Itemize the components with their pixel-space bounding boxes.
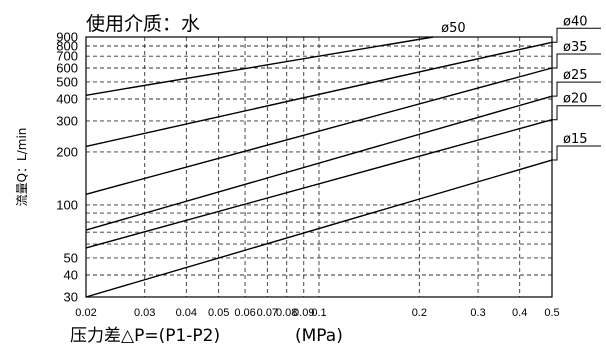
series-line-3 [85,67,553,195]
x-axis-label: 压力差△P=(P1-P2) [70,326,220,346]
series-label-2: ø40 [563,14,588,29]
series-label-leader [552,145,601,161]
y-tick-label: 200 [56,144,78,159]
series-label-4: ø25 [563,68,588,83]
x-tick-label: 0.07 [257,307,278,319]
x-axis-tick-labels: 0.02 0.03 0.04 0.05 0.06 0.070.080.090.1 0.2 0.… [75,307,559,319]
series-line-5 [85,119,553,249]
series-line-1 [85,36,434,96]
x-tick-label: 0.05 [208,307,229,319]
grid-lines [86,37,552,297]
series-label-leader [552,53,601,69]
x-tick-label: 0.03 [134,307,155,319]
x-tick-label: 0.02 [75,307,96,319]
x-tick-label: 0.09 [293,307,314,319]
y-tick-label: 500 [56,74,78,89]
x-tick-label: 0.08 [276,307,297,319]
series-label-leader [552,105,601,121]
y-axis-label: 流量Q：L/min [15,128,29,207]
x-tick-label: 0.4 [512,307,527,319]
y-tick-label: 30 [64,290,78,305]
y-tick-label: 600 [56,60,78,75]
x-axis-unit: (MPa) [295,326,343,346]
y-tick-label: 300 [56,113,78,128]
plot-frame [85,36,553,298]
y-tick-label: 800 [56,39,78,54]
chart-title: 使用介质：水 [86,13,200,35]
series-label-3: ø35 [563,40,588,55]
series-labels: ø50 ø40 ø35 ø25 ø20 ø15 [441,14,601,161]
x-tick-label: 0.3 [470,307,485,319]
x-tick-label: 0.2 [412,307,427,319]
series-label-5: ø20 [563,92,588,107]
series-label-6: ø15 [563,132,588,147]
series-label-leader [552,27,601,43]
y-tick-label: 50 [64,250,78,265]
series-line-2 [85,41,553,148]
x-tick-label: 0.5 [544,307,559,319]
x-tick-label: 0.06 [234,307,255,319]
y-tick-label: 700 [56,49,78,64]
series-line-6 [85,159,553,298]
series-label-leader [552,81,601,97]
y-tick-label: 400 [56,91,78,106]
series-lines [85,36,553,298]
series-line-4 [85,95,553,231]
y-tick-label: 900 [56,30,78,45]
y-tick-label: 40 [64,268,78,283]
x-tick-label: 0.1 [311,307,326,319]
series-label-1: ø50 [441,21,466,36]
x-tick-label: 0.04 [176,307,197,319]
y-tick-label: 100 [56,197,78,212]
